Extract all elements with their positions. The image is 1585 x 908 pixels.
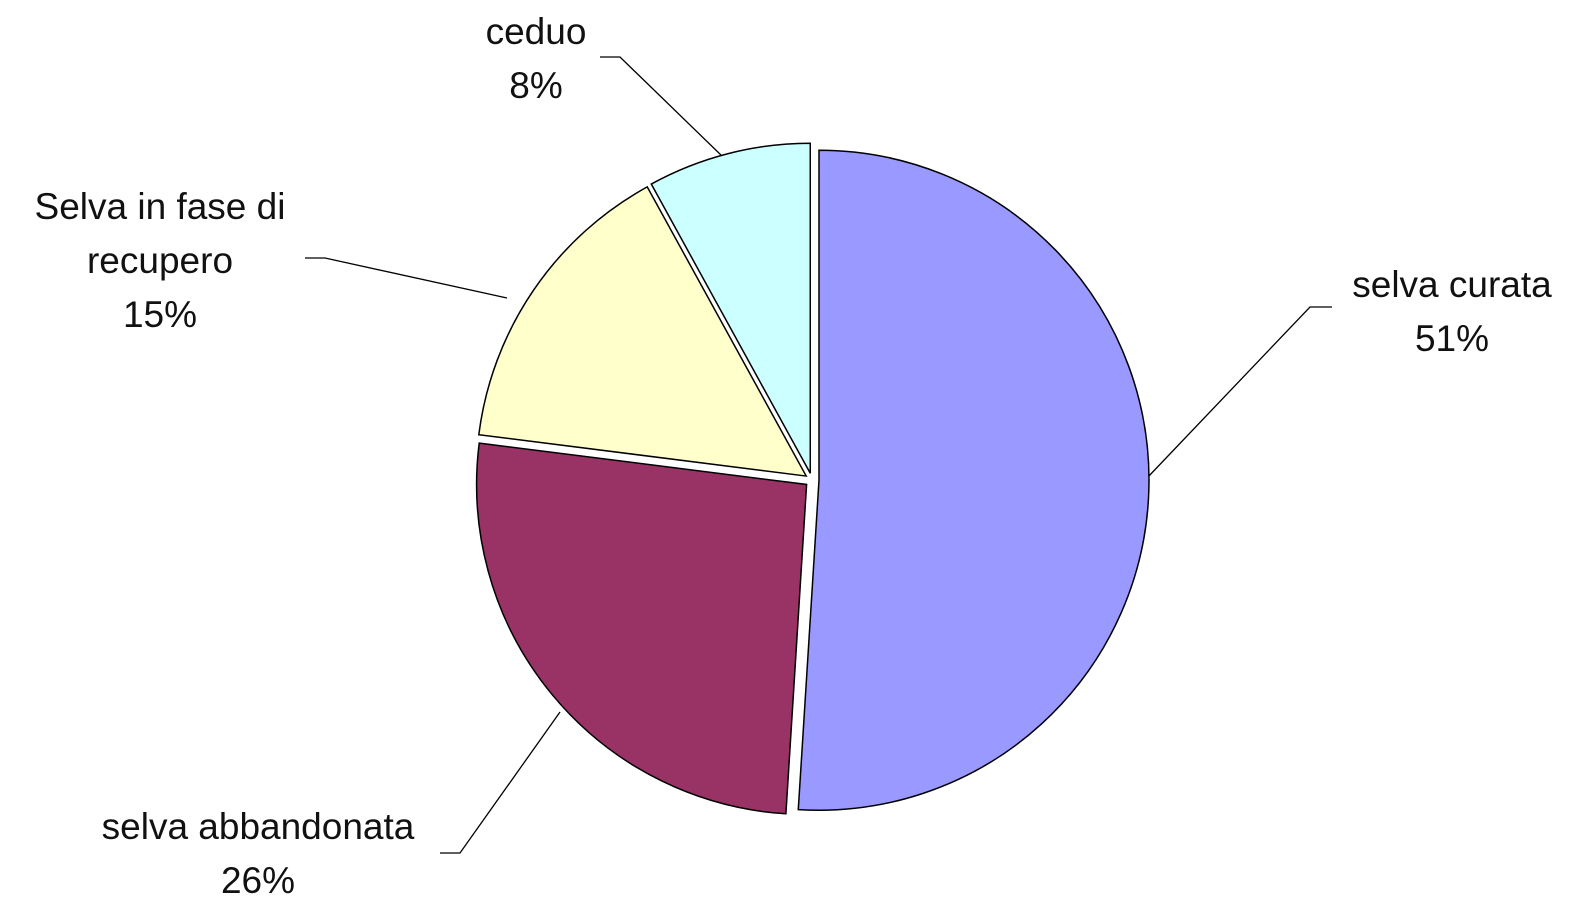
- slice-percent: 8%: [509, 65, 563, 106]
- pie-slice-selva-in-fase-di-recupero: [477, 185, 808, 477]
- pie-slice-selva-curata: [797, 149, 1150, 811]
- slice-percent: 15%: [122, 294, 198, 335]
- pie-slice-selva-abbandonata: [475, 442, 808, 815]
- slice-percent: 51%: [1414, 318, 1490, 359]
- slice-name-line-2: recupero: [86, 240, 234, 281]
- slice-name: ceduo: [485, 11, 587, 52]
- pie-slices: [475, 142, 1150, 815]
- leader-lines: [305, 56, 1332, 854]
- slice-label-selva-abbandonata: selva abbandonata 26%: [102, 800, 415, 908]
- slice-label-selva-curata: selva curata 51%: [1352, 258, 1552, 366]
- slice-name: selva curata: [1352, 264, 1552, 305]
- slice-name-line-1: Selva in fase di: [34, 186, 286, 227]
- leader-line-selva-abbandonata: [440, 711, 561, 854]
- leader-line-ceduo: [600, 56, 724, 158]
- slice-name: selva abbandonata: [101, 806, 415, 847]
- slice-label-selva-in-fase-di-recupero: Selva in fase di recupero 15%: [35, 180, 286, 342]
- pie-slice-ceduo: [650, 142, 812, 474]
- leader-line-selva-in-fase-di-recupero: [305, 257, 508, 299]
- leader-line-selva-curata: [1146, 306, 1332, 479]
- slice-percent: 26%: [220, 860, 296, 901]
- slice-label-ceduo: ceduo 8%: [486, 5, 587, 113]
